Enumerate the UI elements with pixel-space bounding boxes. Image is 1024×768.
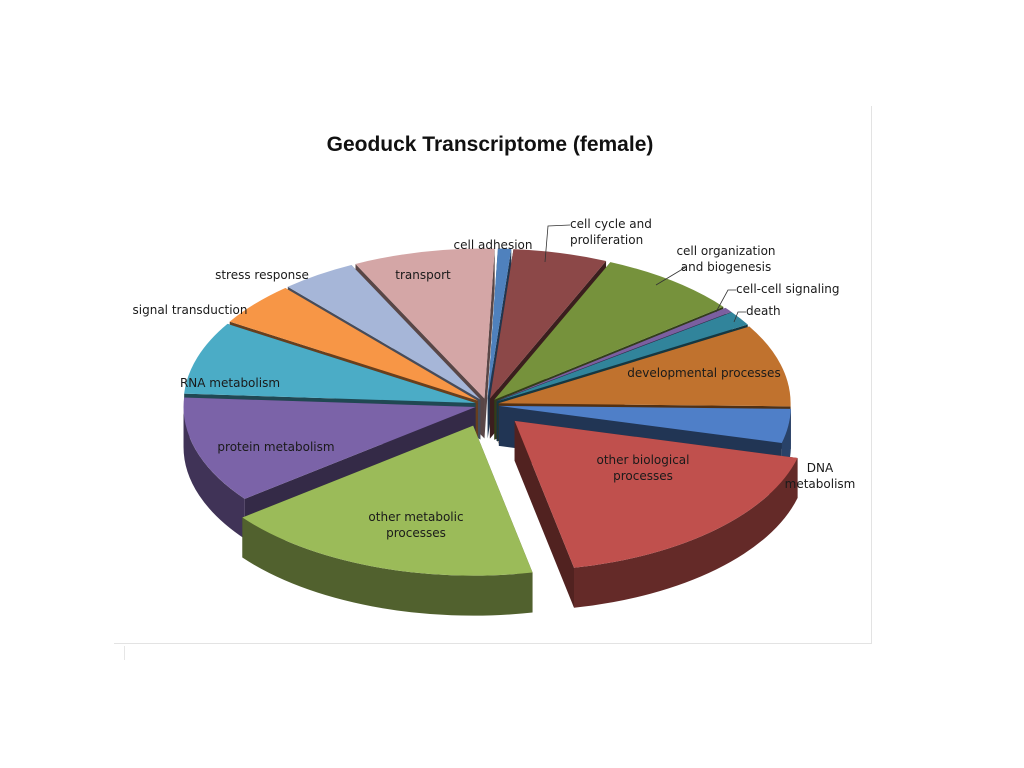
slice-top-other-biological-processes — [514, 420, 798, 568]
slice-top-rna-metabolism — [184, 323, 476, 403]
slice-top-signal-transduction — [229, 287, 478, 401]
slice-top-protein-metabolism — [183, 397, 476, 499]
leader-line-cell-cell-signaling — [715, 289, 736, 313]
slice-top-other-metabolic-processes — [242, 425, 533, 576]
slice-outer-wall — [183, 406, 245, 539]
slice-other-metabolic-processes — [242, 425, 533, 616]
chart-area — [114, 106, 872, 644]
slice-outer-wall — [574, 458, 798, 608]
slice-top-stress-response — [287, 264, 481, 400]
label-protein-metabolism: protein metabolism — [217, 440, 334, 454]
slice-top-cell-cycle-and-proliferation — [489, 249, 607, 399]
slice-side-wall — [514, 420, 575, 608]
label-developmental-processes: developmental processes — [627, 366, 780, 380]
chart-title: Geoduck Transcriptome (female) — [326, 133, 654, 156]
slice-outer-wall — [242, 517, 533, 616]
label-other-biological-processes: other biological processes — [597, 453, 690, 483]
label-death: death — [746, 304, 781, 318]
label-dna-metabolism: DNA metabolism — [785, 461, 856, 491]
label-cell-organization-and-biogenesis: cell organization and biogenesis — [676, 244, 775, 274]
label-cell-cycle-and-proliferation: cell cycle and proliferation — [570, 217, 652, 247]
label-cell-cell-signaling: cell-cell signaling — [736, 282, 840, 296]
slice-top-cell-organization-and-biogenesis — [494, 262, 724, 400]
leader-line-cell-cycle-and-proliferation — [544, 224, 571, 263]
label-signal-transduction: signal transduction — [133, 303, 248, 317]
label-other-metabolic-processes: other metabolic processes — [368, 510, 463, 540]
slice-top-dna-metabolism — [498, 405, 791, 443]
label-stress-response: stress response — [215, 268, 309, 282]
label-cell-adhesion: cell adhesion — [454, 238, 533, 252]
slice-top-transport — [355, 248, 495, 399]
frame-tick — [124, 646, 125, 660]
slice-other-biological-processes — [514, 420, 798, 608]
slice-top-developmental-processes — [498, 326, 791, 407]
slice-side-wall — [484, 248, 495, 439]
slice-top-death — [496, 312, 748, 402]
leader-line-cell-organization-and-biogenesis — [655, 266, 687, 286]
label-transport: transport — [395, 268, 451, 282]
slice-top-cell-adhesion — [487, 248, 512, 399]
slice-top-cell-cell-signaling — [496, 307, 732, 401]
leader-line-death — [733, 311, 746, 323]
label-rna-metabolism: RNA metabolism — [180, 376, 280, 390]
